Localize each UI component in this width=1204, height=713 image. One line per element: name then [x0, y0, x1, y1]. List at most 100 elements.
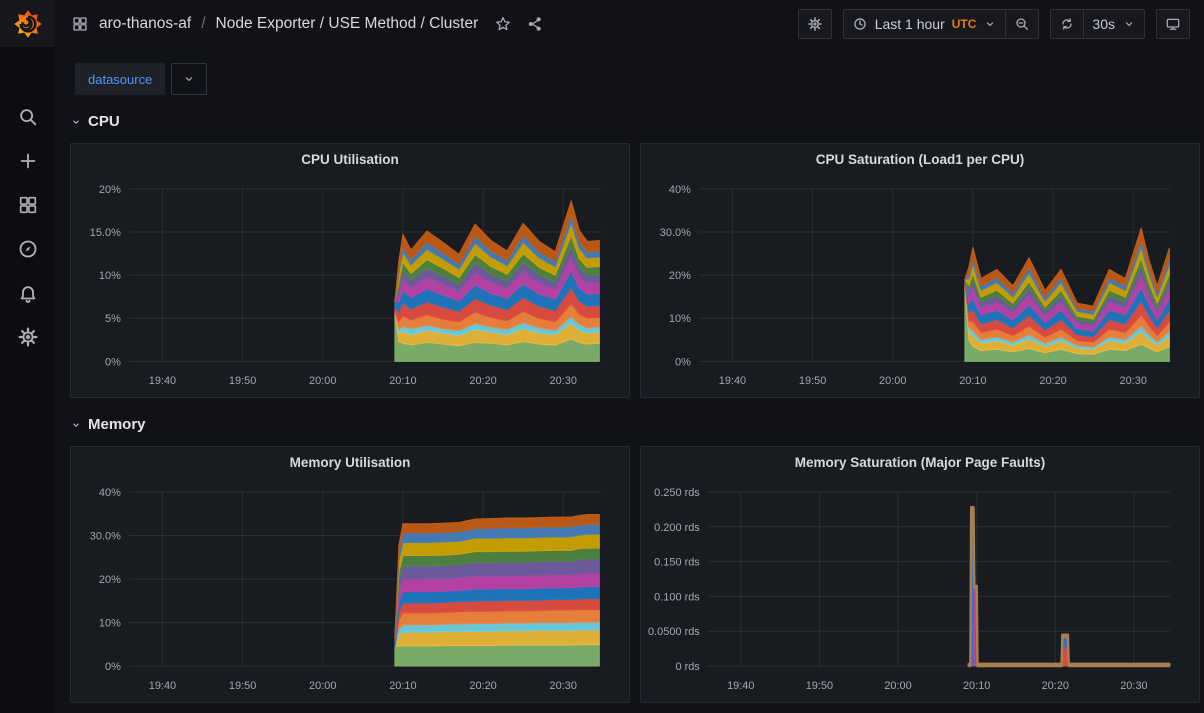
cpu-utilisation-chart[interactable]: 0%5%10%15.0%20%19:4019:5020:0020:1020:20…: [71, 174, 629, 397]
svg-text:20:10: 20:10: [389, 375, 416, 387]
dashboard-title[interactable]: Node Exporter / USE Method / Cluster: [216, 15, 479, 33]
toolbar: Last 1 hour UTC 30s: [798, 9, 1190, 39]
svg-text:15.0%: 15.0%: [90, 227, 121, 239]
breadcrumb-separator: /: [201, 15, 205, 33]
tv-mode-button[interactable]: [1156, 9, 1190, 39]
svg-text:0.150 rds: 0.150 rds: [654, 557, 700, 569]
panel-memory-saturation: Memory Saturation (Major Page Faults) 0 …: [640, 446, 1200, 703]
svg-text:20:30: 20:30: [550, 680, 577, 692]
panel-cpu-saturation: CPU Saturation (Load1 per CPU) 0% 10% 20% 3…: [640, 143, 1200, 398]
panel-memory-utilisation: Memory Utilisation 0% 10% 20% 30.0% 40% 19:40…: [70, 446, 630, 703]
svg-text:20:00: 20:00: [309, 680, 336, 692]
zoom-out-button[interactable]: [1005, 9, 1039, 39]
svg-text:19:40: 19:40: [149, 680, 176, 692]
svg-text:20:10: 20:10: [959, 375, 986, 387]
svg-text:40%: 40%: [99, 487, 121, 499]
svg-text:19:50: 19:50: [806, 680, 833, 692]
svg-text:20%: 20%: [99, 184, 121, 196]
panel-title[interactable]: CPU Utilisation: [71, 144, 629, 174]
svg-text:20:00: 20:00: [879, 375, 906, 387]
sidebar: [0, 0, 55, 713]
panel-title[interactable]: CPU Saturation (Load1 per CPU): [641, 144, 1199, 174]
explore-compass-icon[interactable]: [17, 238, 39, 260]
svg-text:40%: 40%: [669, 184, 691, 196]
chevron-down-icon: [983, 17, 997, 31]
grafana-flame-icon: [13, 9, 43, 39]
svg-text:0%: 0%: [105, 661, 121, 673]
time-range-label: Last 1 hour: [875, 16, 945, 32]
gear-icon: [807, 16, 823, 32]
chevron-down-icon: [70, 116, 82, 128]
svg-text:20:10: 20:10: [963, 680, 990, 692]
svg-text:20:30: 20:30: [1120, 375, 1147, 387]
section-title: Memory: [88, 416, 146, 433]
svg-text:19:50: 19:50: [229, 375, 256, 387]
svg-text:20:30: 20:30: [1120, 680, 1147, 692]
svg-text:19:50: 19:50: [229, 680, 256, 692]
refresh-interval-button[interactable]: 30s: [1083, 9, 1145, 39]
section-header-memory[interactable]: Memory: [70, 416, 1204, 433]
star-icon[interactable]: [494, 15, 512, 33]
apps-grid-icon[interactable]: [71, 15, 89, 33]
svg-text:20:10: 20:10: [389, 680, 416, 692]
svg-text:19:40: 19:40: [727, 680, 754, 692]
cpu-saturation-chart[interactable]: 0% 10% 20% 30.0% 40% 19:40 19:50 20:00 20:10 20:2…: [641, 174, 1199, 397]
dashboards-grid-icon[interactable]: [17, 194, 39, 216]
svg-text:0%: 0%: [675, 356, 691, 368]
svg-text:20:30: 20:30: [550, 375, 577, 387]
monitor-icon: [1165, 16, 1181, 32]
share-icon[interactable]: [526, 15, 544, 33]
svg-text:0.100 rds: 0.100 rds: [654, 591, 700, 603]
svg-text:19:40: 19:40: [149, 375, 176, 387]
clock-icon: [852, 16, 868, 32]
breadcrumb: aro-thanos-af / Node Exporter / USE Meth…: [71, 15, 478, 33]
section-title: CPU: [88, 113, 120, 130]
refresh-interval-label: 30s: [1092, 16, 1115, 32]
panel-cpu-utilisation: CPU Utilisation 0% 5% 10% 15.0% 20% 19:40 19:5…: [70, 143, 630, 398]
panel-title[interactable]: Memory Utilisation: [71, 447, 629, 477]
svg-text:30.0%: 30.0%: [660, 227, 691, 239]
submenu: datasource: [55, 47, 1204, 95]
svg-text:30.0%: 30.0%: [90, 530, 121, 542]
datasource-variable-chip[interactable]: datasource: [75, 63, 165, 95]
svg-text:20:20: 20:20: [469, 680, 496, 692]
plus-icon[interactable]: [17, 150, 39, 172]
chevron-down-icon: [70, 419, 82, 431]
panel-title[interactable]: Memory Saturation (Major Page Faults): [641, 447, 1199, 477]
svg-text:20:20: 20:20: [469, 375, 496, 387]
refresh-icon: [1059, 16, 1075, 32]
search-icon[interactable]: [17, 106, 39, 128]
grafana-logo[interactable]: [0, 0, 55, 47]
svg-text:20%: 20%: [99, 574, 121, 586]
breadcrumb-folder[interactable]: aro-thanos-af: [99, 15, 191, 33]
time-picker-group: Last 1 hour UTC: [843, 9, 1040, 39]
svg-text:5%: 5%: [105, 313, 121, 325]
svg-text:20%: 20%: [669, 270, 691, 282]
memory-utilisation-chart[interactable]: 0% 10% 20% 30.0% 40% 19:40 19:50 20:00 20:10 20:2…: [71, 477, 629, 702]
svg-text:19:50: 19:50: [799, 375, 826, 387]
chevron-down-icon: [1122, 17, 1136, 31]
svg-text:10%: 10%: [99, 617, 121, 629]
alerting-bell-icon[interactable]: [17, 282, 39, 304]
top-bar: aro-thanos-af / Node Exporter / USE Meth…: [55, 0, 1204, 47]
timezone-label: UTC: [952, 17, 977, 31]
dashboard-settings-button[interactable]: [798, 9, 832, 39]
memory-saturation-chart[interactable]: 0 rds 0.0500 rds 0.100 rds 0.150 rds 0.200 r…: [641, 477, 1199, 702]
refresh-button[interactable]: [1050, 9, 1083, 39]
svg-text:20:20: 20:20: [1039, 375, 1066, 387]
svg-text:0.200 rds: 0.200 rds: [654, 522, 700, 534]
svg-text:0%: 0%: [105, 356, 121, 368]
svg-text:20:00: 20:00: [884, 680, 911, 692]
svg-text:0.0500 rds: 0.0500 rds: [648, 626, 700, 638]
chevron-down-icon: [182, 72, 196, 86]
svg-text:20:20: 20:20: [1042, 680, 1069, 692]
settings-gear-icon[interactable]: [17, 326, 39, 348]
section-header-cpu[interactable]: CPU: [70, 113, 1204, 130]
time-picker-button[interactable]: Last 1 hour UTC: [843, 9, 1006, 39]
svg-text:0.250 rds: 0.250 rds: [654, 487, 700, 499]
datasource-dropdown-button[interactable]: [171, 63, 207, 95]
svg-text:10%: 10%: [669, 313, 691, 325]
svg-text:10%: 10%: [99, 270, 121, 282]
svg-text:0 rds: 0 rds: [675, 661, 700, 673]
svg-text:19:40: 19:40: [719, 375, 746, 387]
